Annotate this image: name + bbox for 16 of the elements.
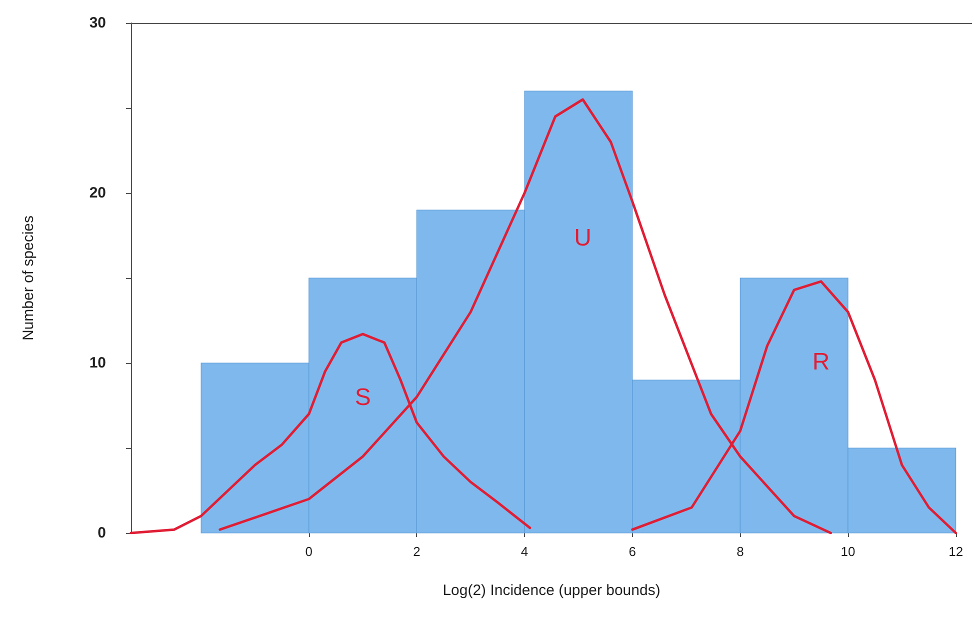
series-label: U [574, 224, 592, 252]
y-axis-title: Number of species [20, 215, 37, 341]
y-tick-label: 20 [89, 184, 106, 202]
x-tick-label: 10 [840, 544, 856, 559]
x-tick-label: 0 [305, 544, 313, 559]
x-tick-label: 8 [736, 544, 744, 559]
x-tick-label: 4 [520, 544, 528, 559]
x-axis-title: Log(2) Incidence (upper bounds) [442, 582, 660, 599]
x-tick-label: 12 [948, 544, 964, 559]
y-tick-label: 0 [98, 524, 106, 542]
series-label: R [812, 348, 830, 376]
y-tick-label: 10 [89, 354, 106, 372]
y-tick-label: 30 [89, 14, 106, 32]
x-tick-label: 2 [413, 544, 420, 559]
series-label: S [354, 384, 371, 412]
x-tick-label: 6 [628, 544, 636, 559]
